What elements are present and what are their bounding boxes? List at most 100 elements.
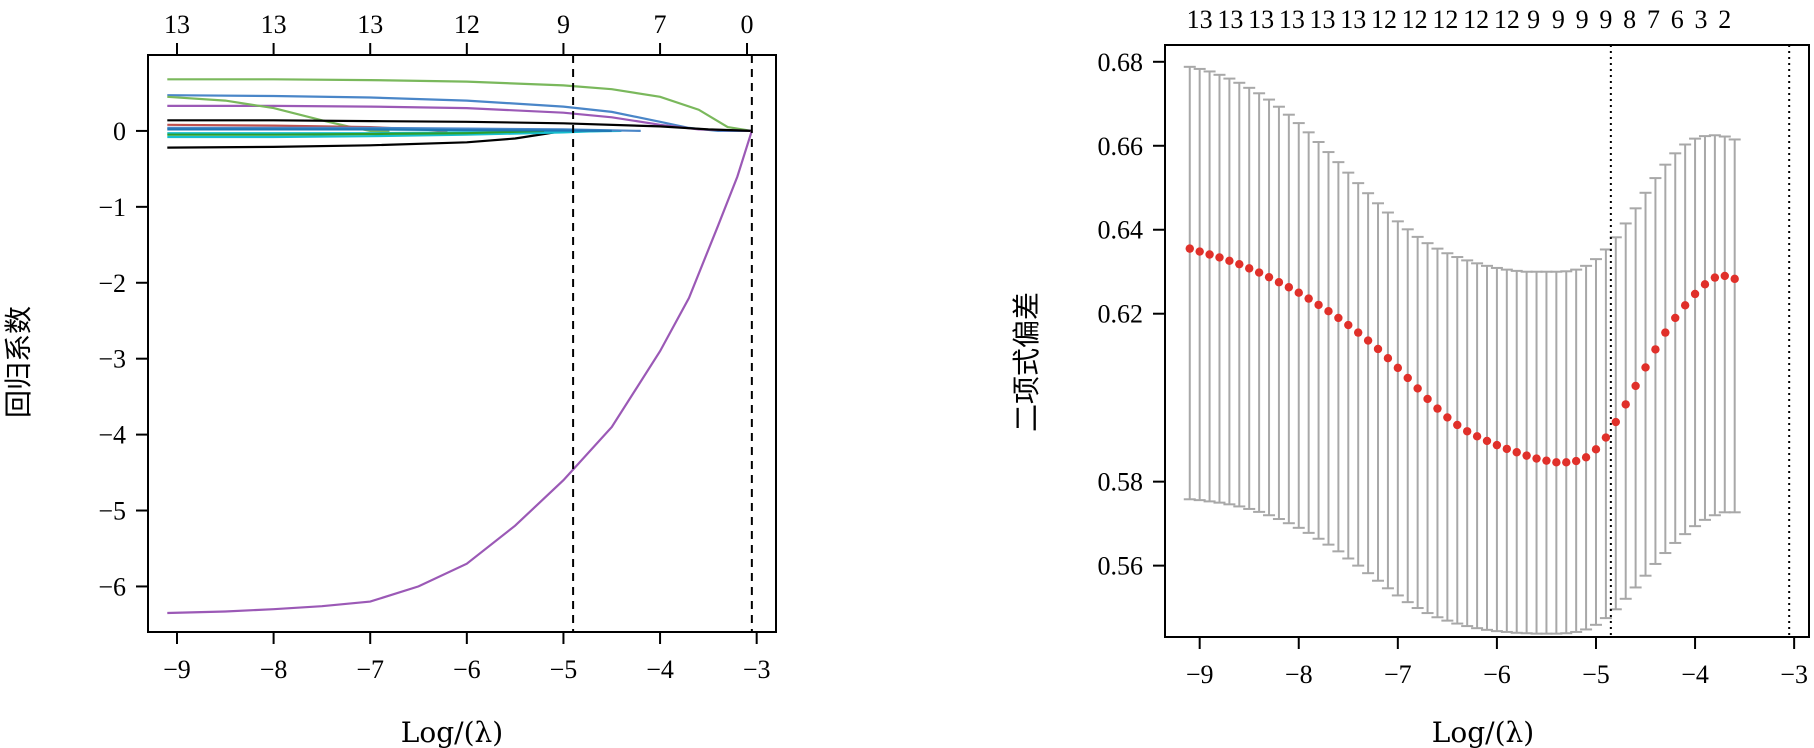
right-y-tick-label: 0.58 <box>1098 468 1144 497</box>
mean-point <box>1562 458 1571 467</box>
right-top-tick-label: 9 <box>1552 5 1565 34</box>
left-x-tick-label: −3 <box>743 655 771 684</box>
right-top-tick-label: 13 <box>1310 5 1336 34</box>
left-y-tick-label: −6 <box>98 572 126 601</box>
mean-point <box>1403 373 1412 383</box>
right-top-tick-label: 2 <box>1718 5 1731 34</box>
left-y-tick-label: −5 <box>98 497 126 526</box>
mean-point <box>1344 320 1353 330</box>
mean-point <box>1552 458 1561 467</box>
right-x-tick-label: −3 <box>1780 660 1808 689</box>
right-x-tick-label: −6 <box>1483 660 1511 689</box>
left-y-tick-label: 0 <box>113 117 126 146</box>
right-y-tick-label: 0.64 <box>1098 216 1144 245</box>
coefficient-path-chart: −9 −8 −7 −6 −5 −4 −3 0 −1 −2 −3 −4 −5 −6 13 13 13 12 9 7 0… <box>2 10 777 748</box>
mean-point <box>1472 432 1482 441</box>
left-x-axis-title: Log/(λ) <box>401 716 503 748</box>
left-top-tick-label: 12 <box>454 10 480 39</box>
mean-point <box>1235 259 1244 269</box>
mean-point <box>1680 301 1690 310</box>
mean-point <box>1264 272 1274 282</box>
left-y-tick-label: −4 <box>98 421 126 450</box>
right-x-tick-label: −9 <box>1186 660 1214 689</box>
left-x-tick-label: −5 <box>550 655 578 684</box>
left-y-tick-label: −2 <box>98 269 126 298</box>
mean-point <box>1215 253 1224 262</box>
mean-point <box>1294 288 1303 297</box>
coefficient-curve-11 <box>167 129 545 136</box>
mean-point <box>1195 247 1204 256</box>
mean-point <box>1205 250 1214 259</box>
right-x-tick-label: −8 <box>1285 660 1313 689</box>
mean-point <box>1661 328 1670 337</box>
mean-deviance-points <box>1185 244 1739 467</box>
left-x-tick-label: −9 <box>163 655 191 684</box>
mean-point <box>1542 456 1551 465</box>
mean-point <box>1522 451 1531 460</box>
mean-point <box>1443 413 1452 422</box>
mean-point <box>1185 244 1194 253</box>
right-top-tick-label: 12 <box>1402 5 1428 34</box>
mean-point <box>1334 313 1343 323</box>
coefficient-curve-12 <box>167 128 612 132</box>
left-top-tick-label: 13 <box>261 10 287 39</box>
right-top-tick-label: 12 <box>1371 5 1397 34</box>
right-reference-lines <box>1609 45 1791 637</box>
mean-point <box>1671 313 1680 323</box>
coefficient-curve-13 <box>167 130 753 615</box>
right-top-tick-label: 12 <box>1463 5 1489 34</box>
mean-point <box>1393 363 1403 373</box>
mean-point <box>1284 283 1294 292</box>
mean-point <box>1373 344 1383 354</box>
mean-point <box>1601 433 1611 442</box>
left-y-tick-label: −3 <box>98 345 126 374</box>
left-x-tick-label: −4 <box>646 655 674 684</box>
right-y-axis-title: 二项式偏差 <box>1010 292 1043 432</box>
mean-point <box>1225 256 1234 266</box>
left-y-axis-title: 回归系数 <box>2 306 35 418</box>
right-x-tick-label: −7 <box>1384 660 1412 689</box>
right-top-tick-label: 9 <box>1599 5 1612 34</box>
mean-point <box>1710 273 1720 282</box>
mean-point <box>1631 381 1640 391</box>
left-top-axis: 13 13 13 12 9 7 0 <box>164 10 754 55</box>
right-top-tick-label: 6 <box>1671 5 1684 34</box>
left-x-tick-label: −7 <box>356 655 384 684</box>
mean-point <box>1482 436 1492 446</box>
mean-point <box>1314 300 1323 310</box>
right-x-tick-label: −4 <box>1681 660 1709 689</box>
mean-point <box>1245 264 1254 273</box>
mean-point <box>1690 289 1700 299</box>
left-top-tick-label: 13 <box>164 10 190 39</box>
mean-point <box>1621 400 1630 409</box>
mean-point <box>1254 268 1264 277</box>
left-top-tick-label: 7 <box>654 10 667 39</box>
mean-point <box>1423 394 1432 404</box>
coefficient-curve-1 <box>167 78 752 132</box>
mean-point <box>1730 274 1739 284</box>
coefficient-curves <box>167 78 753 615</box>
mean-point <box>1581 453 1591 462</box>
mean-point <box>1512 448 1521 457</box>
left-y-axis: 0 −1 −2 −3 −4 −5 −6 <box>98 117 148 601</box>
left-x-tick-label: −6 <box>453 655 481 684</box>
left-y-tick-label: −1 <box>98 193 126 222</box>
right-top-tick-label: 13 <box>1340 5 1366 34</box>
right-top-tick-label: 13 <box>1248 5 1274 34</box>
right-top-tick-label: 13 <box>1217 5 1243 34</box>
left-x-axis: −9 −8 −7 −6 −5 −4 −3 <box>163 632 771 684</box>
right-top-axis: 13 13 13 13 13 13 12 12 12 12 12 9 9 9 9 8 7 6 3 2 <box>1187 5 1732 34</box>
mean-point <box>1413 384 1422 393</box>
mean-point <box>1492 440 1502 450</box>
coefficient-curve-6 <box>167 129 564 149</box>
mean-point <box>1304 294 1313 303</box>
mean-point <box>1324 306 1333 316</box>
right-top-tick-label: 9 <box>1527 5 1540 34</box>
mean-point <box>1591 445 1601 454</box>
mean-point <box>1462 427 1472 436</box>
right-x-axis: −9 −8 −7 −6 −5 −4 −3 <box>1186 637 1808 689</box>
mean-point <box>1651 345 1660 354</box>
mean-point <box>1502 444 1512 454</box>
right-top-tick-label: 7 <box>1647 5 1660 34</box>
left-reference-lines <box>572 55 753 632</box>
